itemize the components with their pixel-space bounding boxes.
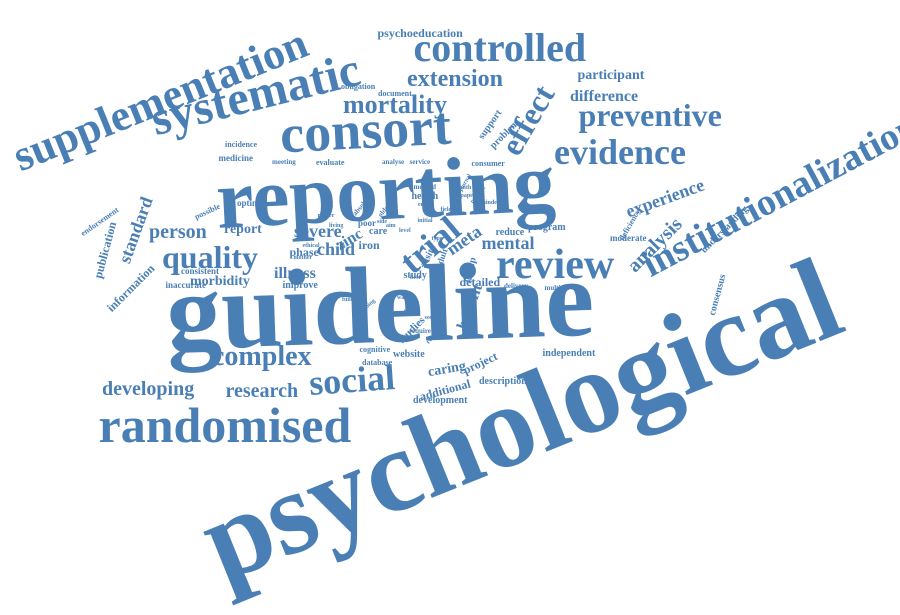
- word-side: side: [377, 219, 387, 225]
- word-analyse: analyse: [382, 159, 404, 166]
- word-database: database: [362, 359, 392, 367]
- word-medicine: medicine: [219, 154, 254, 163]
- word-multiple: multiple: [545, 285, 570, 292]
- word-participant: participant: [578, 69, 645, 83]
- word-item: item: [425, 211, 436, 217]
- word-initial: initial: [418, 218, 433, 224]
- word-evidence: evidence: [554, 134, 686, 170]
- word-improve: improve: [283, 281, 318, 291]
- word-field: field: [441, 207, 452, 213]
- word-research: research: [226, 381, 299, 401]
- word-policy: policy: [398, 310, 413, 316]
- word-website: website: [393, 350, 425, 360]
- word-poor: poor: [358, 219, 376, 228]
- word-incidence: incidence: [225, 141, 257, 149]
- word-consumer: consumer: [472, 160, 505, 168]
- word-service: service: [410, 159, 431, 166]
- word-method: method: [414, 184, 437, 191]
- word-meeting: meeting: [272, 159, 296, 166]
- word-cognitive: cognitive: [360, 346, 391, 354]
- word-funding: funding: [342, 297, 362, 303]
- word-mother: mother: [294, 255, 313, 261]
- word-information: information: [104, 262, 156, 314]
- word-randomised: randomised: [99, 400, 352, 450]
- word-paper: paper: [461, 193, 476, 199]
- word-living: living: [329, 223, 343, 229]
- word-type: type: [432, 236, 443, 242]
- word-description: description: [479, 377, 527, 387]
- word-development: development: [413, 396, 467, 406]
- word-level: level: [399, 228, 411, 234]
- word-developing: developing: [102, 379, 194, 399]
- word-person: person: [149, 222, 207, 242]
- word-extension: extension: [407, 67, 503, 91]
- word-waste: waste: [397, 295, 411, 301]
- word-inaccurate: inaccurate: [166, 281, 207, 290]
- word-care: care: [369, 227, 387, 237]
- word-carer: carer: [345, 264, 365, 273]
- word-reduce: reduce: [496, 228, 525, 238]
- word-consistent: consistent: [181, 267, 219, 276]
- word-document: document: [378, 90, 412, 98]
- word-complex: complex: [212, 343, 312, 371]
- word-health: health: [412, 192, 439, 202]
- word-delivery: delivery: [504, 283, 528, 290]
- word-optimal: optimal: [237, 199, 267, 208]
- word-source: source: [425, 315, 442, 321]
- word-require: require: [409, 328, 431, 335]
- word-month: month: [455, 185, 472, 191]
- word-evaluate: evaluate: [316, 159, 344, 167]
- word-program: program: [528, 223, 566, 233]
- word-hinder: hinder: [483, 200, 500, 206]
- word-obligation: obligation: [341, 83, 375, 91]
- word-difference: difference: [570, 89, 638, 105]
- word-report: report: [224, 223, 262, 237]
- word-ethical: ethical: [303, 243, 320, 249]
- word-iron: iron: [359, 239, 380, 251]
- word-error: error: [418, 202, 432, 208]
- word-psychoeducation: psychoeducation: [378, 27, 463, 39]
- word-aim: aim: [386, 223, 396, 229]
- word-independent: independent: [543, 349, 596, 359]
- word-reader: reader: [318, 213, 335, 219]
- word-best: best: [410, 275, 420, 281]
